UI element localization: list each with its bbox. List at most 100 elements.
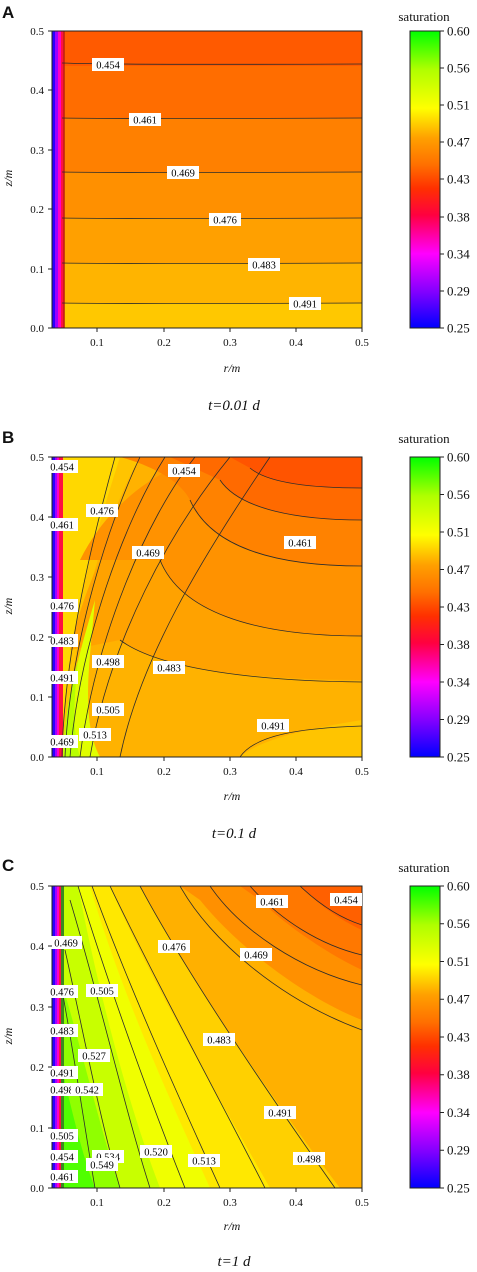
colorbar: saturation 0.60 0.56 0.51 0.47 0.43 0.38… (398, 860, 470, 1196)
x-axis-label: r/m (224, 361, 241, 375)
contour-label: 0.461 (284, 536, 316, 550)
contour-label-text: 0.491 (293, 300, 317, 311)
y-axis-label: z/m (1, 597, 15, 615)
colorbar-tick: 0.47 (447, 135, 470, 150)
contour-labels: 0.454 0.454 0.476 0.461 0.469 0.461 0.47… (46, 460, 316, 749)
contour-label: 0.527 (78, 1049, 110, 1063)
y-tick-label: 0.2 (30, 1062, 44, 1074)
colorbar-tick: 0.25 (447, 1181, 470, 1196)
contour-label-text: 0.505 (96, 706, 120, 717)
contour-label-text: 0.469 (171, 169, 195, 180)
contour-label-text: 0.454 (50, 1153, 74, 1164)
contour-label-text: 0.454 (96, 61, 120, 72)
contour-label: 0.542 (71, 1083, 103, 1097)
colorbar-gradient (409, 456, 441, 758)
contour-label-text: 0.542 (75, 1086, 99, 1097)
contour-label-text: 0.476 (50, 602, 74, 613)
contour-labels: 0.461 0.454 0.476 0.469 0.469 0.476 0.50… (46, 893, 362, 1184)
panel-letter: A (2, 3, 14, 22)
contour-label: 0.454 (46, 460, 78, 474)
colorbar-tick: 0.51 (447, 98, 470, 113)
contour-label: 0.461 (46, 1170, 78, 1184)
x-axis-label: r/m (224, 789, 241, 803)
contour-label-text: 0.454 (50, 463, 74, 474)
y-tick-label: 0.1 (30, 692, 44, 704)
contour-label: 0.483 (248, 258, 280, 272)
x-tick-label: 0.3 (223, 766, 237, 778)
contour-label-text: 0.483 (157, 664, 181, 675)
panel-a: A 0.45 (1, 3, 470, 414)
colorbar-tick: 0.43 (447, 172, 470, 187)
contour-label: 0.469 (167, 166, 199, 180)
contour-label-text: 0.469 (136, 549, 160, 560)
colorbar-tick: 0.56 (447, 916, 470, 931)
y-tick-label: 0.3 (30, 1002, 44, 1014)
contour-label-text: 0.491 (50, 1069, 74, 1080)
y-axis-label: z/m (1, 169, 15, 187)
contour-label-text: 0.498 (50, 1086, 74, 1097)
contour-label: 0.454 (46, 1150, 78, 1164)
colorbar-tick: 0.51 (447, 954, 470, 969)
contour-label: 0.491 (289, 297, 321, 311)
contour-label-text: 0.469 (54, 939, 78, 950)
contour-label: 0.498 (46, 1083, 78, 1097)
colorbar-tick: 0.56 (447, 487, 470, 502)
contour-label: 0.483 (46, 634, 78, 648)
contour-label: 0.483 (46, 1024, 78, 1038)
contour-label-text: 0.483 (252, 261, 276, 272)
contour-labels: 0.454 0.461 0.469 0.476 0.483 0.491 (92, 58, 321, 311)
y-axis: 0.0 0.1 0.2 0.3 0.4 0.5 z/m (1, 881, 52, 1195)
contour-label: 0.461 (129, 113, 161, 127)
contour-label-text: 0.476 (50, 988, 74, 999)
colorbar-tick: 0.29 (447, 284, 470, 299)
colorbar: saturation 0.60 0.56 0.51 0.47 0.43 0.38… (398, 431, 470, 765)
contour-label: 0.498 (293, 1152, 325, 1166)
panel-letter: C (2, 856, 14, 875)
time-label: t=0.1 d (212, 826, 257, 842)
contour-label-text: 0.461 (50, 1173, 74, 1184)
contour-label-text: 0.513 (83, 731, 107, 742)
colorbar-tick: 0.29 (447, 712, 470, 727)
colorbar-tick: 0.56 (447, 61, 470, 76)
y-axis-label: z/m (1, 1027, 15, 1045)
contour-label-text: 0.491 (268, 1109, 292, 1120)
colorbar-tick: 0.34 (447, 675, 470, 690)
contour-label: 0.549 (86, 1158, 118, 1172)
contour-label-text: 0.520 (144, 1148, 168, 1159)
y-tick-label: 0.3 (30, 145, 44, 157)
y-tick-label: 0.1 (30, 264, 44, 276)
colorbar: saturation 0.60 0.56 0.51 0.47 0.43 0.38… (398, 9, 470, 336)
contour-label: 0.454 (168, 464, 200, 478)
contour-label: 0.505 (92, 703, 124, 717)
y-tick-label: 0.2 (30, 632, 44, 644)
contour-label: 0.513 (188, 1154, 220, 1168)
contour-label-text: 0.491 (50, 674, 74, 685)
x-axis: 0.1 0.2 0.3 0.4 0.5 r/m (90, 328, 369, 375)
colorbar-tick: 0.38 (447, 637, 470, 652)
contour-label-text: 0.454 (172, 467, 196, 478)
contour-label: 0.491 (264, 1106, 296, 1120)
x-tick-label: 0.1 (90, 766, 104, 778)
contour-label-text: 0.491 (261, 722, 285, 733)
contour-label: 0.483 (153, 661, 185, 675)
x-tick-label: 0.1 (90, 1197, 104, 1209)
contour-label-text: 0.483 (50, 637, 74, 648)
colorbar-title: saturation (398, 9, 450, 24)
contour-label: 0.454 (330, 893, 362, 907)
y-tick-label: 0.4 (30, 941, 44, 953)
panel-b: B (1, 428, 470, 842)
x-tick-label: 0.2 (157, 337, 171, 349)
x-tick-label: 0.3 (223, 1197, 237, 1209)
colorbar-title: saturation (398, 860, 450, 875)
contour-label-text: 0.461 (50, 521, 74, 532)
contour-label: 0.498 (92, 655, 124, 669)
y-tick-label: 0.0 (30, 323, 44, 335)
contour-label-text: 0.454 (334, 896, 358, 907)
contour-label-text: 0.483 (207, 1036, 231, 1047)
colorbar-tick: 0.29 (447, 1143, 470, 1158)
y-tick-label: 0.3 (30, 572, 44, 584)
colorbar-gradient (409, 885, 441, 1189)
y-tick-label: 0.0 (30, 752, 44, 764)
x-tick-label: 0.2 (157, 1197, 171, 1209)
